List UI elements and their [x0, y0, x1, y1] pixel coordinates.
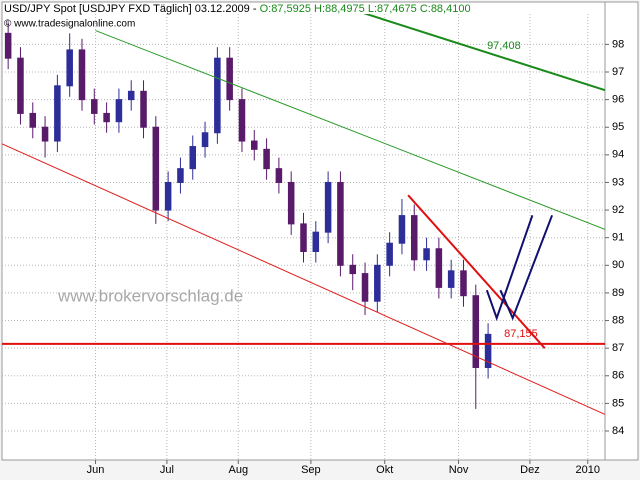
y-tick-label: 97 — [612, 66, 624, 78]
trend-line — [363, 14, 605, 92]
candle-body — [238, 99, 246, 142]
ohlc: O:87,5925 H:88,4975 L:87,4675 C:88,4100 — [260, 3, 471, 15]
candle-body — [127, 90, 135, 101]
y-axis-area — [604, 1, 639, 461]
x-tick-label: Nov — [449, 464, 469, 476]
grid — [2, 14, 605, 460]
trend-line — [2, 143, 605, 415]
y-tick-label: 88 — [612, 314, 624, 326]
candle-body — [300, 223, 307, 252]
trend-line — [499, 214, 554, 321]
candle-body — [349, 264, 356, 275]
y-tick-label: 87 — [612, 342, 624, 354]
y-tick-label: 98 — [612, 38, 624, 50]
x-tick-label: Jul — [160, 464, 174, 476]
copyright: © www.tradesignalonline.com — [4, 19, 135, 30]
y-tick-label: 85 — [612, 397, 624, 409]
candle-body — [410, 215, 418, 261]
title: USD/JPY Spot [USDJPY FXD Täglich] 03.12.… — [4, 3, 257, 15]
candle-body — [29, 112, 37, 128]
x-tick-label: 2010 — [576, 464, 600, 476]
y-tick-label: 86 — [612, 370, 624, 382]
candle-body — [78, 49, 86, 101]
y-tick-label: 92 — [612, 204, 624, 216]
candle-body — [66, 49, 73, 87]
candle-body — [337, 181, 344, 266]
x-tick-label: Sep — [301, 464, 321, 476]
candle-body — [214, 57, 221, 134]
candle-body — [226, 57, 233, 101]
candle-body — [324, 181, 332, 233]
candle-body — [361, 273, 369, 302]
candle-body — [484, 333, 492, 368]
candle-body — [447, 270, 455, 288]
candle-body — [423, 248, 430, 261]
candle-body — [177, 168, 184, 183]
candle-body — [189, 146, 197, 170]
candle-body — [275, 168, 283, 183]
x-tick-label: Jun — [87, 464, 105, 476]
y-tick-label: 91 — [612, 232, 624, 244]
watermark: www.brokervorschlag.de — [57, 286, 243, 305]
x-tick-label: Dez — [520, 464, 540, 476]
y-tick-label: 95 — [612, 121, 624, 133]
candle-body — [435, 248, 443, 288]
y-tick-label: 84 — [612, 425, 624, 437]
candle-body — [201, 132, 209, 148]
trend-line — [407, 194, 546, 349]
candle-body — [41, 126, 49, 142]
candle-body — [164, 181, 172, 211]
candle-body — [263, 148, 270, 170]
y-tick-label: 93 — [612, 176, 624, 188]
candle-body — [251, 140, 258, 150]
candle-body — [54, 85, 61, 142]
trend-line — [95, 30, 605, 230]
candle-body — [386, 242, 393, 266]
candle-body — [103, 112, 110, 123]
candle-body — [398, 215, 406, 244]
trend-line — [485, 214, 534, 322]
candle-body — [287, 181, 295, 225]
candle-body — [4, 32, 12, 59]
candle-body — [91, 99, 98, 114]
candle-body — [472, 295, 480, 368]
candle-body — [460, 270, 467, 297]
candle-body — [152, 126, 160, 211]
line-label: 97,408 — [487, 40, 521, 52]
candle-body — [374, 264, 381, 302]
y-tick-label: 96 — [612, 94, 624, 106]
axes: 84 85 86 87 88 89 90 91 92 93 94 95 96 97 98 Jun Jul Aug S… — [87, 38, 625, 476]
y-tick-label: 90 — [612, 259, 624, 271]
candle-body — [115, 99, 123, 123]
x-tick-label: Aug — [228, 464, 248, 476]
y-tick-label: 94 — [612, 149, 624, 161]
chart-title: USD/JPY Spot [USDJPY FXD Täglich] 03.12.… — [4, 3, 471, 15]
y-tick-label: 89 — [612, 287, 624, 299]
x-tick-label: Okt — [376, 464, 393, 476]
candle-body — [140, 90, 147, 128]
candle-body — [17, 57, 24, 114]
candle-body — [312, 231, 320, 252]
